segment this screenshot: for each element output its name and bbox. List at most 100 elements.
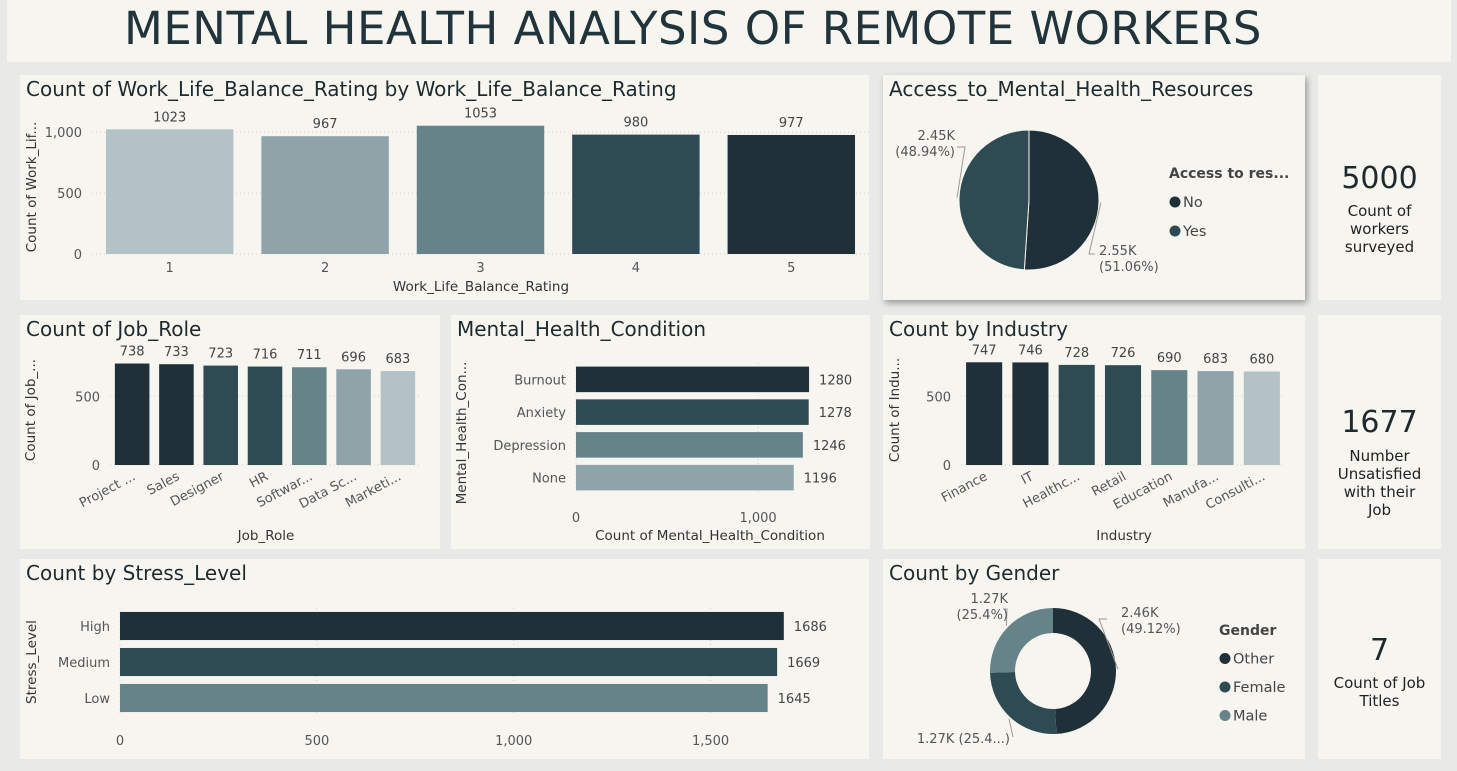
stress-bar[interactable] (120, 683, 768, 713)
jobrole-bar[interactable] (292, 367, 327, 465)
jobrole-data-label: 683 (385, 352, 410, 367)
industry-bar[interactable] (1104, 365, 1142, 465)
jobrole-data-label: 733 (164, 345, 189, 360)
gender-slice-female[interactable] (990, 672, 1057, 734)
wlb-xtick-label: 3 (476, 261, 484, 276)
industry-ytick-label: 500 (926, 390, 951, 405)
stress-yaxis-label: Stress_Level (24, 620, 40, 704)
jobrole-xtick-label: HR (247, 469, 271, 491)
industry-data-label: 683 (1203, 352, 1228, 367)
mhc-ytick-label: Burnout (514, 373, 566, 388)
mhc-bar[interactable] (576, 464, 794, 491)
mhc-chart-title: Mental_Health_Condition (457, 317, 707, 341)
title-banner: MENTAL HEALTH ANALYSIS OF REMOTE WORKERS (7, 0, 1451, 62)
industry-xaxis-label: Industry (1096, 528, 1152, 544)
wlb-chart-panel[interactable]: Count of Work_Life_Balance_Rating by Wor… (20, 75, 869, 300)
access-data-pct: (51.06%) (1099, 260, 1159, 275)
gender-callout-line (1008, 718, 1014, 738)
gender-legend-title: Gender (1219, 623, 1276, 639)
wlb-bar[interactable] (261, 136, 389, 254)
jobrole-bar[interactable] (114, 363, 150, 465)
industry-bar[interactable] (1243, 371, 1280, 466)
wlb-chart-title: Count of Work_Life_Balance_Rating by Wor… (26, 77, 677, 101)
stress-chart-title: Count by Stress_Level (26, 561, 247, 585)
access-slice-yes[interactable] (958, 129, 1030, 271)
mhc-ytick-label: None (532, 472, 566, 487)
wlb-data-label: 967 (313, 117, 338, 132)
kpi-unsatisfied-value: 1677 (1341, 405, 1418, 440)
stress-data-label: 1686 (794, 620, 827, 635)
gender-slice-other[interactable] (1053, 608, 1116, 734)
mhc-bar[interactable] (576, 399, 809, 425)
gender-legend-marker (1219, 653, 1231, 664)
gender-data-pct: (25.4%) (957, 608, 1008, 623)
jobrole-bar[interactable] (247, 366, 283, 465)
gender-legend-item-male[interactable]: Male (1233, 709, 1267, 725)
industry-data-label: 680 (1249, 353, 1274, 368)
jobrole-chart-panel[interactable]: Count of Job_Role 0 500 738 Project ... 733 S… (20, 315, 440, 549)
gender-legend-item-other[interactable]: Other (1233, 652, 1274, 668)
mhc-data-label: 1196 (804, 472, 837, 487)
stress-xtick-label: 0 (116, 734, 124, 749)
gender-chart-panel[interactable]: Count by Gender 2.46K (49.12%) 1.27K (25.4… (883, 559, 1305, 759)
wlb-data-label: 980 (623, 116, 648, 131)
access-chart-title: Access_to_Mental_Health_Resources (889, 77, 1254, 101)
jobrole-bar[interactable] (336, 369, 371, 465)
mhc-chart-panel[interactable]: Mental_Health_Condition 0 1,000 1280 Burnou… (451, 315, 870, 549)
access-data-label: 2.45K (918, 129, 956, 144)
kpi-jobtitles-card: 7 Count of Job Titles (1318, 559, 1441, 759)
gender-callout-line (1098, 618, 1119, 670)
access-chart-panel[interactable]: Access_to_Mental_Health_Resources 2.55K(… (883, 75, 1305, 300)
access-data-pct: (48.94%) (895, 145, 955, 160)
wlb-chart-svg: 0 500 1,000 1023 1 967 2 1053 3 980 4 977 5 Work_Life… (24, 107, 869, 295)
mhc-ytick-label: Anxiety (517, 406, 567, 421)
stress-xtick-label: 1,500 (692, 734, 729, 749)
mhc-bar[interactable] (576, 366, 810, 393)
gender-chart-title: Count by Gender (889, 561, 1060, 585)
jobrole-data-label: 738 (120, 345, 145, 360)
gender-legend-item-female[interactable]: Female (1233, 680, 1286, 696)
wlb-bar[interactable] (727, 134, 856, 254)
wlb-data-label: 1053 (464, 107, 497, 122)
access-legend-item-no[interactable]: No (1183, 195, 1203, 211)
jobrole-bar[interactable] (159, 364, 194, 465)
mhc-bar[interactable] (576, 432, 803, 458)
gender-chart-svg: 2.46K(49.12%) 1.27K (25.4...) 1.27K(25.4%)… (917, 592, 1286, 747)
industry-xtick-label: Finance (939, 469, 990, 506)
industry-chart-panel[interactable]: Count by Industry 0 500 747 Finance 746 IT 728… (883, 315, 1305, 549)
jobrole-xaxis-label: Job_Role (237, 528, 295, 544)
gender-legend-marker (1219, 710, 1231, 721)
industry-chart-title: Count by Industry (889, 317, 1068, 341)
industry-bar[interactable] (1151, 370, 1188, 465)
wlb-ytick-label: 1,000 (45, 126, 82, 141)
jobrole-bar[interactable] (203, 365, 238, 465)
stress-bar[interactable] (120, 647, 778, 677)
access-chart-svg: 2.55K(51.06%) 2.45K(48.94%) Access to res.… (895, 129, 1289, 275)
stress-data-label: 1669 (787, 656, 820, 671)
gender-slice-male[interactable] (990, 608, 1053, 673)
wlb-bar[interactable] (416, 125, 545, 254)
industry-bar[interactable] (1058, 364, 1095, 465)
stress-chart-panel[interactable]: Count by Stress_Level 0 500 1,000 1,500 1686… (20, 559, 869, 759)
industry-bar[interactable] (966, 362, 1003, 465)
kpi-workers-label: Count of workers surveyed (1344, 202, 1415, 256)
jobrole-chart-title: Count of Job_Role (26, 317, 202, 341)
wlb-data-label: 977 (779, 116, 804, 131)
industry-bar[interactable] (1012, 362, 1049, 465)
wlb-bar[interactable] (572, 134, 700, 254)
access-legend-item-yes[interactable]: Yes (1182, 224, 1206, 240)
stress-ytick-label: High (80, 620, 110, 635)
kpi-unsatisfied-card: 1677 Number Unsatisfied with their Job (1318, 315, 1441, 549)
industry-yaxis-label: Count of Indu... (887, 358, 903, 462)
stress-bar[interactable] (120, 611, 784, 641)
access-slice-no[interactable] (1023, 129, 1100, 271)
wlb-xaxis-label: Work_Life_Balance_Rating (393, 279, 569, 295)
jobrole-bar[interactable] (380, 371, 416, 465)
jobrole-data-label: 711 (297, 348, 322, 363)
kpi-workers-card: 5000 Count of workers surveyed (1318, 75, 1441, 300)
industry-bar[interactable] (1197, 371, 1234, 465)
wlb-bar[interactable] (105, 129, 234, 254)
gender-data-label: 2.46K (1121, 606, 1159, 621)
kpi-workers-value: 5000 (1341, 161, 1418, 196)
